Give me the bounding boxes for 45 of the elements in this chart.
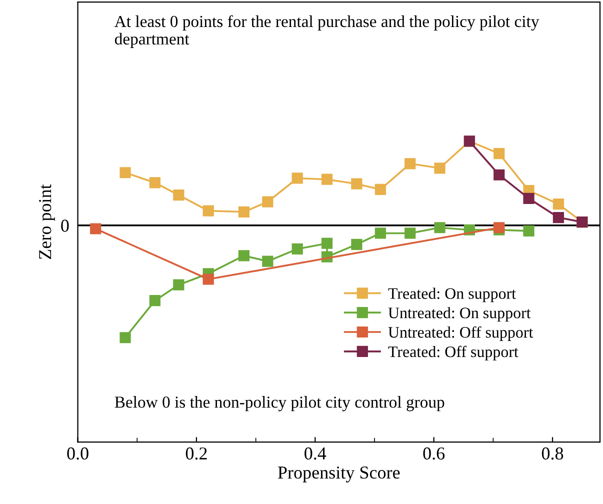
y-axis-title: Zero point	[39, 184, 55, 260]
x-tick-label: 0.2	[186, 447, 207, 460]
point	[374, 228, 386, 239]
point	[120, 332, 131, 344]
point	[149, 295, 160, 306]
point	[523, 192, 534, 204]
point	[404, 158, 416, 170]
point	[351, 238, 362, 250]
point	[404, 228, 416, 239]
point	[149, 177, 160, 188]
point	[173, 190, 184, 201]
point	[90, 223, 102, 234]
x-axis-title: Propensity Score	[278, 466, 400, 482]
point	[374, 184, 386, 196]
point	[434, 222, 446, 234]
point	[552, 212, 564, 224]
point	[523, 225, 534, 237]
point	[238, 250, 250, 262]
point	[321, 174, 333, 185]
point	[262, 196, 274, 208]
point	[292, 243, 303, 255]
point	[262, 256, 274, 267]
x-tick-label: 0.8	[542, 447, 564, 460]
legend-label: Treated: On support	[388, 288, 516, 302]
ref-line-label: 0	[61, 220, 69, 232]
point	[238, 206, 250, 218]
point	[434, 162, 446, 174]
legend-label: Untreated: Off support	[388, 326, 534, 341]
text: At least 0 points for the rental purchase and the policy pilot city department	[114, 15, 540, 48]
x-tick-label: 0.4	[304, 447, 326, 460]
text: Below 0 is the non-policy pilot city control group	[114, 396, 444, 412]
point	[202, 274, 214, 285]
x-tick-label: 0.6	[423, 447, 445, 460]
legend-label: Untreated: On support	[388, 307, 531, 322]
legend-label: Treated: Off support	[388, 346, 518, 360]
point	[494, 148, 505, 160]
point	[173, 279, 184, 290]
point	[202, 205, 214, 216]
point	[494, 169, 505, 180]
point	[552, 198, 564, 210]
point	[321, 238, 333, 249]
point	[120, 167, 131, 178]
point	[351, 178, 362, 190]
point	[292, 172, 303, 184]
x-tick-label: 0.0	[67, 447, 88, 460]
